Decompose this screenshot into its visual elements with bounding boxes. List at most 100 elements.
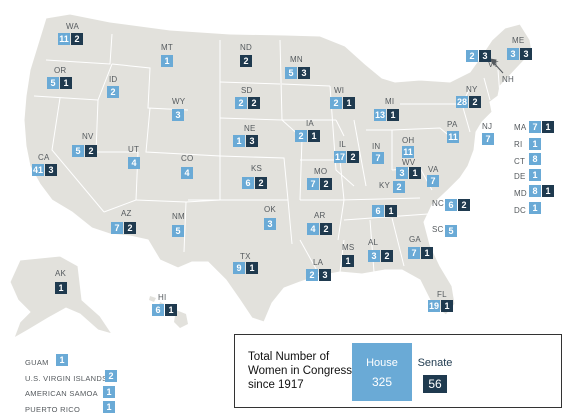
state-label-nm: NM: [172, 212, 185, 221]
house-count-wi: 2: [330, 97, 342, 109]
state-label-fl: FL: [437, 290, 447, 299]
state-label-nv: NV: [82, 132, 94, 141]
house-count-mn: 5: [285, 67, 297, 79]
senate-total-value: 56: [423, 375, 447, 393]
state-label-sd: SD: [241, 86, 253, 95]
house-total-label: House: [366, 357, 398, 369]
house-count-ks: 6: [242, 177, 254, 189]
contiguous-us-shape: [23, 13, 533, 323]
house-count-nc: 6: [445, 199, 457, 211]
senate-count-nd: 2: [240, 55, 252, 67]
state-label-wa: WA: [66, 22, 79, 31]
state-label-ri: RI: [514, 140, 523, 149]
house-count-va: 7: [427, 175, 439, 187]
state-label-nh: NH: [502, 75, 514, 84]
house-count-nh: 2: [466, 50, 478, 62]
state-label-al: AL: [368, 238, 379, 247]
senate-total-block: Senate 56: [416, 343, 454, 401]
senate-count-md: 1: [542, 185, 554, 197]
alaska-shape: [9, 255, 114, 340]
house-count-al: 3: [368, 250, 380, 262]
territory-label-guam: GUAM: [25, 358, 49, 367]
house-count-ar: 4: [307, 223, 319, 235]
territory-label-american-samoa: AMERICAN SAMOA: [25, 389, 98, 398]
senate-count-ga: 1: [421, 247, 433, 259]
house-count-ia: 2: [295, 130, 307, 142]
house-count-ne: 1: [233, 135, 245, 147]
state-label-ma: MA: [514, 123, 527, 132]
house-count-id: 2: [107, 86, 119, 98]
state-label-oh: OH: [402, 136, 415, 145]
house-count-tn: 6: [372, 205, 384, 217]
state-label-md: MD: [514, 189, 527, 198]
territory-label-virgin-islands: U.S. VIRGIN ISLANDS: [25, 374, 108, 383]
state-label-hi: HI: [158, 293, 167, 302]
state-label-de: DE: [514, 172, 526, 181]
house-count-pa: 11: [447, 131, 459, 143]
senate-count-nv: 2: [85, 145, 97, 157]
state-label-dc: DC: [514, 206, 526, 215]
state-label-ar: AR: [314, 211, 326, 220]
senate-count-ny: 2: [469, 96, 481, 108]
state-label-co: CO: [181, 154, 194, 163]
state-label-ks: KS: [251, 164, 263, 173]
state-label-wy: WY: [172, 97, 186, 106]
state-label-in: IN: [372, 142, 381, 151]
senate-count-wi: 1: [343, 97, 355, 109]
state-label-ok: OK: [264, 205, 276, 214]
senate-count-la: 3: [319, 269, 331, 281]
house-total-value: 325: [371, 375, 393, 389]
state-label-la: LA: [313, 258, 324, 267]
house-count-ut: 4: [128, 157, 140, 169]
senate-count-ma: 1: [542, 121, 554, 133]
state-label-ne: NE: [244, 124, 256, 133]
state-label-mo: MO: [314, 167, 328, 176]
senate-count-al: 2: [381, 250, 393, 262]
house-count-nm: 5: [172, 225, 184, 237]
state-label-mi: MI: [385, 97, 395, 106]
state-label-nd: ND: [240, 43, 252, 52]
state-label-nj: NJ: [482, 122, 493, 131]
state-label-wi: WI: [334, 86, 345, 95]
senate-count-ks: 2: [255, 177, 267, 189]
senate-count-mo: 2: [320, 178, 332, 190]
house-count-ok: 3: [264, 218, 276, 230]
senate-count-ne: 3: [246, 135, 258, 147]
house-count-az: 7: [111, 222, 123, 234]
house-count-de: 1: [529, 169, 541, 181]
senate-count-mi: 1: [387, 109, 399, 121]
house-count-ga: 7: [408, 247, 420, 259]
state-label-va: VA: [428, 165, 439, 174]
senate-count-or: 1: [60, 77, 72, 89]
house-count-wa: 11: [58, 33, 70, 45]
state-label-nc: NC: [432, 199, 444, 208]
nh-pointer-arrow: [488, 58, 504, 74]
house-count-fl: 19: [428, 300, 440, 312]
senate-total-label: Senate: [417, 357, 453, 369]
senate-count-az: 2: [124, 222, 136, 234]
senate-count-tn: 1: [385, 205, 397, 217]
territory-label-puerto-rico: PUERTO RICO: [25, 405, 81, 414]
state-label-ca: CA: [38, 153, 50, 162]
house-count-md: 8: [529, 185, 541, 197]
house-count-ma: 7: [529, 121, 541, 133]
senate-count-ak: 1: [55, 282, 67, 294]
state-label-ny: NY: [466, 85, 478, 94]
state-borders: [33, 33, 501, 277]
state-label-ky: KY: [379, 181, 391, 190]
senate-count-il: 2: [347, 151, 359, 163]
territory-house-box-puerto-rico: 1: [103, 401, 115, 413]
senate-count-ia: 1: [308, 130, 320, 142]
senate-count-wa: 2: [71, 33, 83, 45]
totals-caption: Total Number of Women in Congress since …: [248, 351, 352, 391]
house-count-me: 3: [507, 48, 519, 60]
house-count-oh: 11: [402, 146, 414, 158]
state-label-sc: SC: [432, 225, 444, 234]
house-count-ky: 2: [393, 181, 405, 193]
senate-count-ar: 2: [320, 223, 332, 235]
state-label-az: AZ: [121, 209, 132, 218]
senate-count-nc: 2: [458, 199, 470, 211]
house-count-wv: 3: [396, 167, 408, 179]
state-label-ia: IA: [306, 119, 314, 128]
